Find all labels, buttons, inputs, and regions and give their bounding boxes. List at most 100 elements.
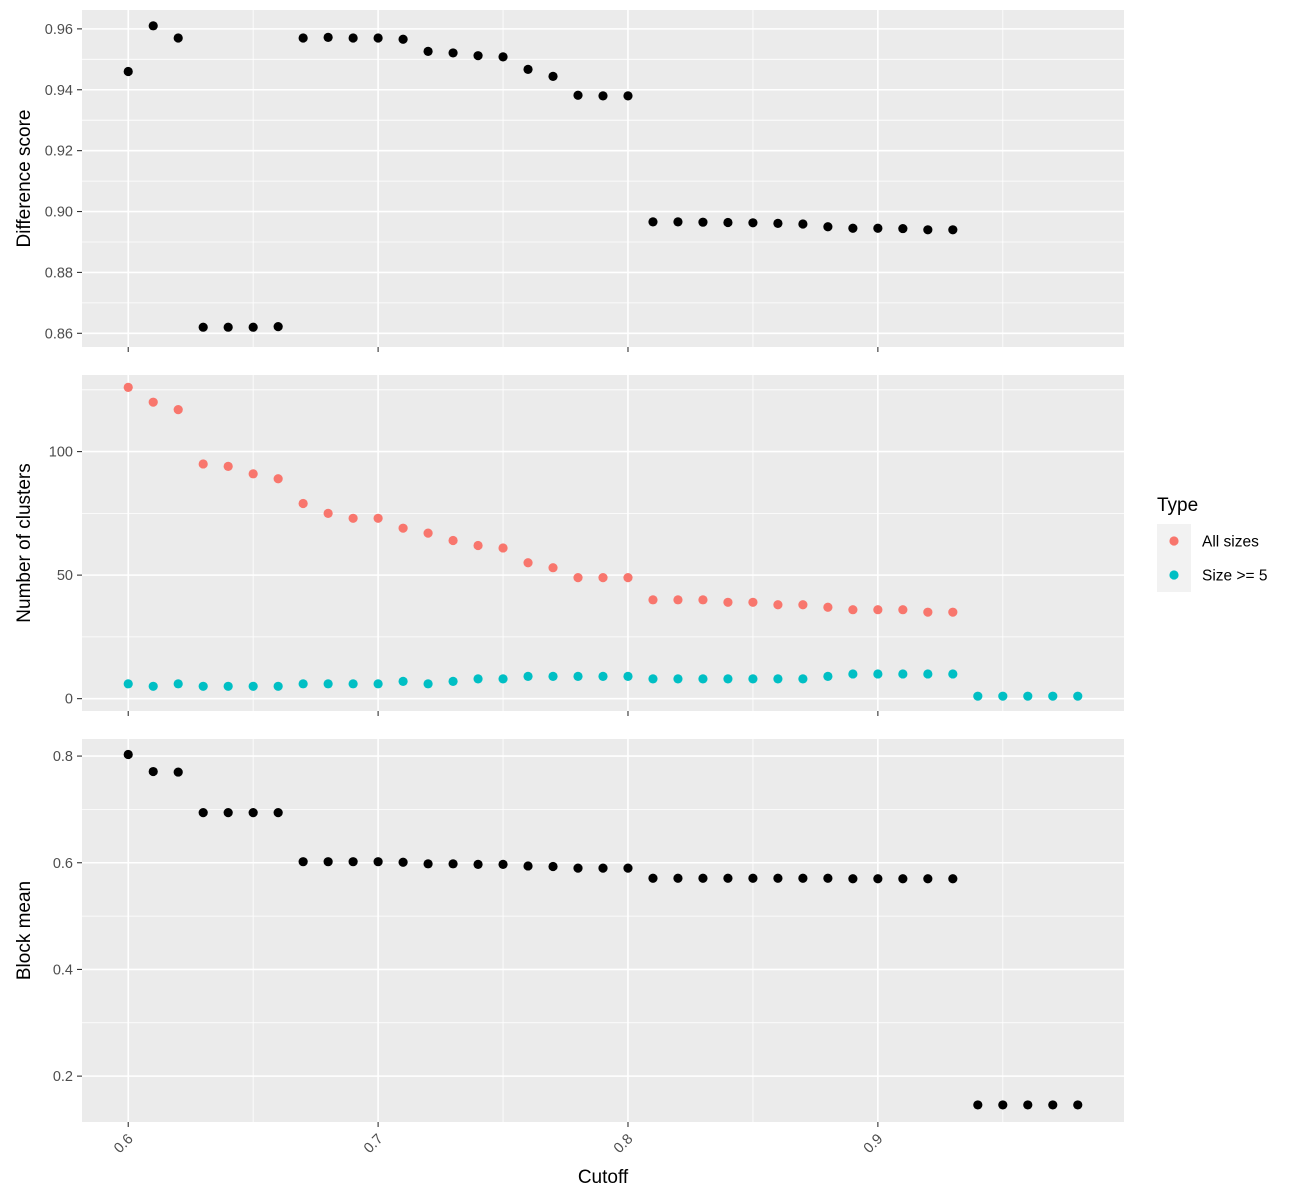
data-point [1023, 691, 1033, 701]
series-1 [123, 749, 1083, 1110]
data-point [373, 513, 383, 523]
data-point [748, 597, 758, 607]
data-point [473, 674, 483, 684]
x-tick-label: 0.7 [361, 1131, 387, 1157]
data-point [248, 469, 258, 479]
data-point [873, 605, 883, 615]
data-point [423, 859, 433, 869]
data-point [848, 223, 858, 233]
legend: Type All sizes Size >= 5 [1157, 495, 1268, 592]
data-point [473, 859, 483, 869]
facet-panel-3: 0.2 0.4 0.6 0.8 0.6 0.7 0.8 0.9 Block mean [14, 739, 1124, 1157]
legend-entries: All sizes Size >= 5 [1157, 524, 1268, 592]
data-point [323, 857, 333, 867]
data-point [723, 217, 733, 228]
y-tick-label: 0.94 [45, 83, 73, 99]
data-point [873, 874, 883, 884]
data-point [273, 808, 283, 818]
legend-label: All sizes [1202, 534, 1259, 551]
data-point [173, 679, 183, 689]
y-tick-label: 100 [49, 445, 73, 461]
y-tick-label: 0.4 [53, 962, 73, 978]
data-point [698, 674, 708, 684]
data-point [148, 397, 158, 407]
data-point [148, 766, 158, 777]
data-point [648, 873, 658, 883]
data-point [748, 873, 758, 883]
data-point [548, 861, 558, 872]
data-point [673, 873, 683, 883]
legend-key-point [1169, 570, 1179, 580]
data-point [573, 572, 583, 583]
data-point [1048, 691, 1058, 701]
data-point [998, 1100, 1008, 1110]
y-tick-label: 0.2 [53, 1069, 73, 1085]
data-point [623, 863, 633, 873]
data-point [773, 873, 783, 883]
data-point [198, 322, 208, 332]
data-point [823, 671, 833, 682]
panel-background [82, 375, 1124, 711]
data-point [698, 873, 708, 883]
data-point [223, 808, 233, 818]
data-point [798, 873, 808, 883]
data-point [748, 218, 758, 228]
data-point [273, 322, 283, 332]
data-point [498, 543, 508, 553]
data-point [898, 223, 908, 234]
data-point [898, 605, 908, 615]
data-point [423, 46, 433, 57]
y-tick-label: 0.90 [45, 205, 73, 221]
data-point [473, 540, 483, 551]
y-tick-label: 0.86 [45, 326, 73, 342]
data-point [298, 857, 308, 867]
data-point [723, 873, 733, 883]
y-tick-label: 0.6 [53, 856, 73, 872]
data-point [623, 91, 633, 101]
data-point [248, 681, 258, 691]
y-tick-label: 0.88 [45, 265, 73, 281]
data-point [923, 225, 933, 235]
data-point [648, 674, 658, 684]
data-point [523, 861, 533, 871]
data-point [373, 679, 383, 689]
data-point [123, 679, 133, 689]
data-point [123, 66, 133, 77]
data-point [298, 33, 308, 43]
y-tick-label: 0.96 [45, 22, 73, 38]
data-point [473, 51, 483, 61]
data-point [448, 676, 458, 686]
data-point [548, 563, 558, 573]
data-point [923, 607, 933, 617]
data-point [398, 857, 408, 867]
data-point [673, 674, 683, 684]
y-tick-label: 50 [57, 568, 73, 584]
data-point [698, 595, 708, 605]
data-point [498, 859, 508, 869]
data-point [448, 535, 458, 546]
facet-panel-2: 0 50 100 Number of clusters [14, 375, 1124, 716]
data-point [198, 459, 208, 469]
data-point [573, 863, 583, 873]
data-point [798, 600, 808, 610]
data-point [773, 600, 783, 610]
x-tick-label: 0.6 [111, 1131, 137, 1157]
data-point [573, 90, 583, 100]
data-point [523, 671, 533, 682]
data-point [573, 671, 583, 682]
data-point [648, 217, 658, 227]
data-point [898, 874, 908, 884]
data-point [698, 217, 708, 227]
legend-title: Type [1157, 495, 1198, 516]
data-point [673, 217, 683, 227]
data-point [923, 874, 933, 884]
data-point [773, 218, 783, 229]
data-point [773, 674, 783, 684]
data-point [873, 223, 883, 233]
data-point [498, 52, 508, 62]
data-point [298, 498, 308, 509]
data-point [323, 508, 333, 518]
y-tick-label: 0.8 [53, 749, 73, 765]
